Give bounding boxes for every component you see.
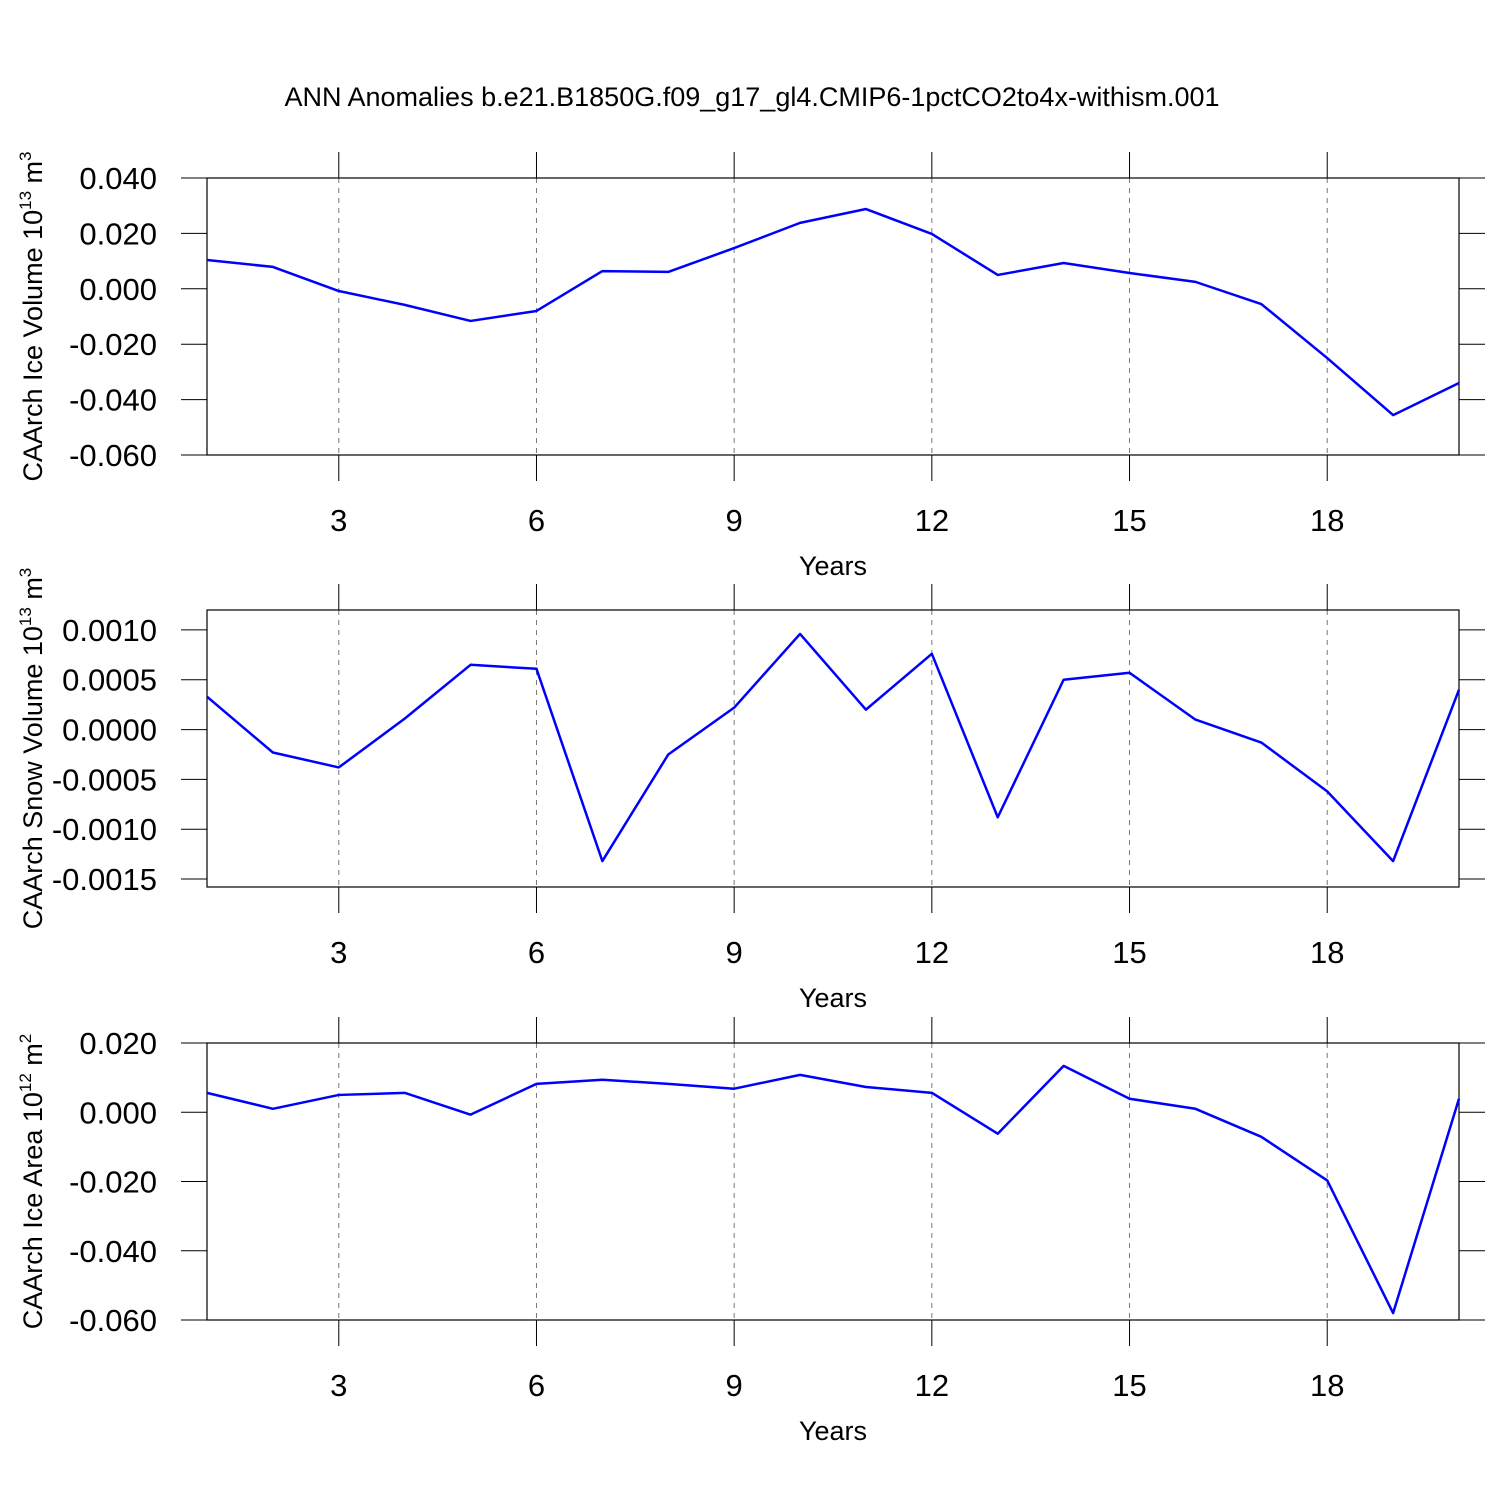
- y-axis-label-unit: m: [18, 1043, 48, 1073]
- y-tick-label: -0.020: [69, 327, 157, 362]
- y-tick-label: -0.040: [69, 1234, 157, 1269]
- y-tick-label: 0.000: [79, 1095, 157, 1130]
- y-tick-label: -0.020: [69, 1165, 157, 1200]
- x-axis-label: Years: [799, 551, 867, 581]
- y-tick-label: -0.060: [69, 438, 157, 473]
- x-tick-label: 12: [915, 935, 949, 970]
- x-tick-label: 18: [1310, 1368, 1344, 1403]
- figure-title: ANN Anomalies b.e21.B1850G.f09_g17_gl4.C…: [284, 82, 1219, 112]
- x-tick-label: 15: [1112, 503, 1146, 538]
- y-tick-label: -0.0010: [52, 812, 157, 847]
- y-axis-label-text: CAArch Snow Volume 10: [18, 626, 48, 929]
- y-axis-label: CAArch Ice Area 1012 m2: [16, 1034, 48, 1330]
- y-axis-label-power: 13: [16, 607, 35, 626]
- y-axis-label: CAArch Ice Volume 1013 m3: [16, 151, 48, 481]
- x-tick-label: 9: [726, 935, 743, 970]
- x-tick-label: 3: [330, 935, 347, 970]
- y-tick-label: -0.060: [69, 1303, 157, 1338]
- y-tick-label: 0.040: [79, 161, 157, 196]
- y-axis-label-unit: m: [18, 577, 48, 607]
- y-tick-label: -0.0015: [52, 862, 157, 897]
- x-tick-label: 6: [528, 1368, 545, 1403]
- plot-frame: [206, 177, 1460, 456]
- x-tick-label: 12: [915, 503, 949, 538]
- x-tick-label: 12: [915, 1368, 949, 1403]
- x-tick-label: 9: [726, 1368, 743, 1403]
- y-tick-label: -0.040: [69, 383, 157, 418]
- x-tick-label: 9: [726, 503, 743, 538]
- x-tick-label: 3: [330, 503, 347, 538]
- x-axis-label: Years: [799, 983, 867, 1013]
- y-tick-label: 0.0000: [62, 713, 157, 748]
- y-tick-label: 0.0005: [62, 663, 157, 698]
- y-axis-label-unit-power: 2: [16, 1034, 35, 1043]
- y-tick-label: -0.0005: [52, 762, 157, 797]
- y-axis-label-unit-power: 3: [16, 151, 35, 160]
- y-axis-label-unit: m: [18, 161, 48, 191]
- x-tick-label: 6: [528, 935, 545, 970]
- y-tick-label: 0.000: [79, 272, 157, 307]
- y-axis-label-unit-power: 3: [16, 568, 35, 577]
- x-tick-label: 15: [1112, 1368, 1146, 1403]
- data-line: [206, 1064, 1461, 1315]
- y-tick-label: 0.0010: [62, 613, 157, 648]
- x-tick-label: 18: [1310, 935, 1344, 970]
- data-line: [206, 632, 1461, 863]
- x-tick-label: 3: [330, 1368, 347, 1403]
- y-axis-label-text: CAArch Ice Area 10: [18, 1092, 48, 1329]
- y-axis-label-text: CAArch Ice Volume 10: [18, 210, 48, 482]
- x-tick-label: 15: [1112, 935, 1146, 970]
- plot-frame: [206, 1042, 1460, 1321]
- y-tick-label: 0.020: [79, 216, 157, 251]
- y-axis-label: CAArch Snow Volume 1013 m3: [16, 568, 48, 930]
- y-axis-label-power: 13: [16, 191, 35, 210]
- x-tick-label: 6: [528, 503, 545, 538]
- data-line: [206, 207, 1460, 417]
- x-axis-label: Years: [799, 1416, 867, 1446]
- y-axis-label-power: 12: [16, 1073, 35, 1092]
- plot-frame: [206, 609, 1460, 888]
- x-tick-label: 18: [1310, 503, 1344, 538]
- y-tick-label: 0.020: [79, 1026, 157, 1061]
